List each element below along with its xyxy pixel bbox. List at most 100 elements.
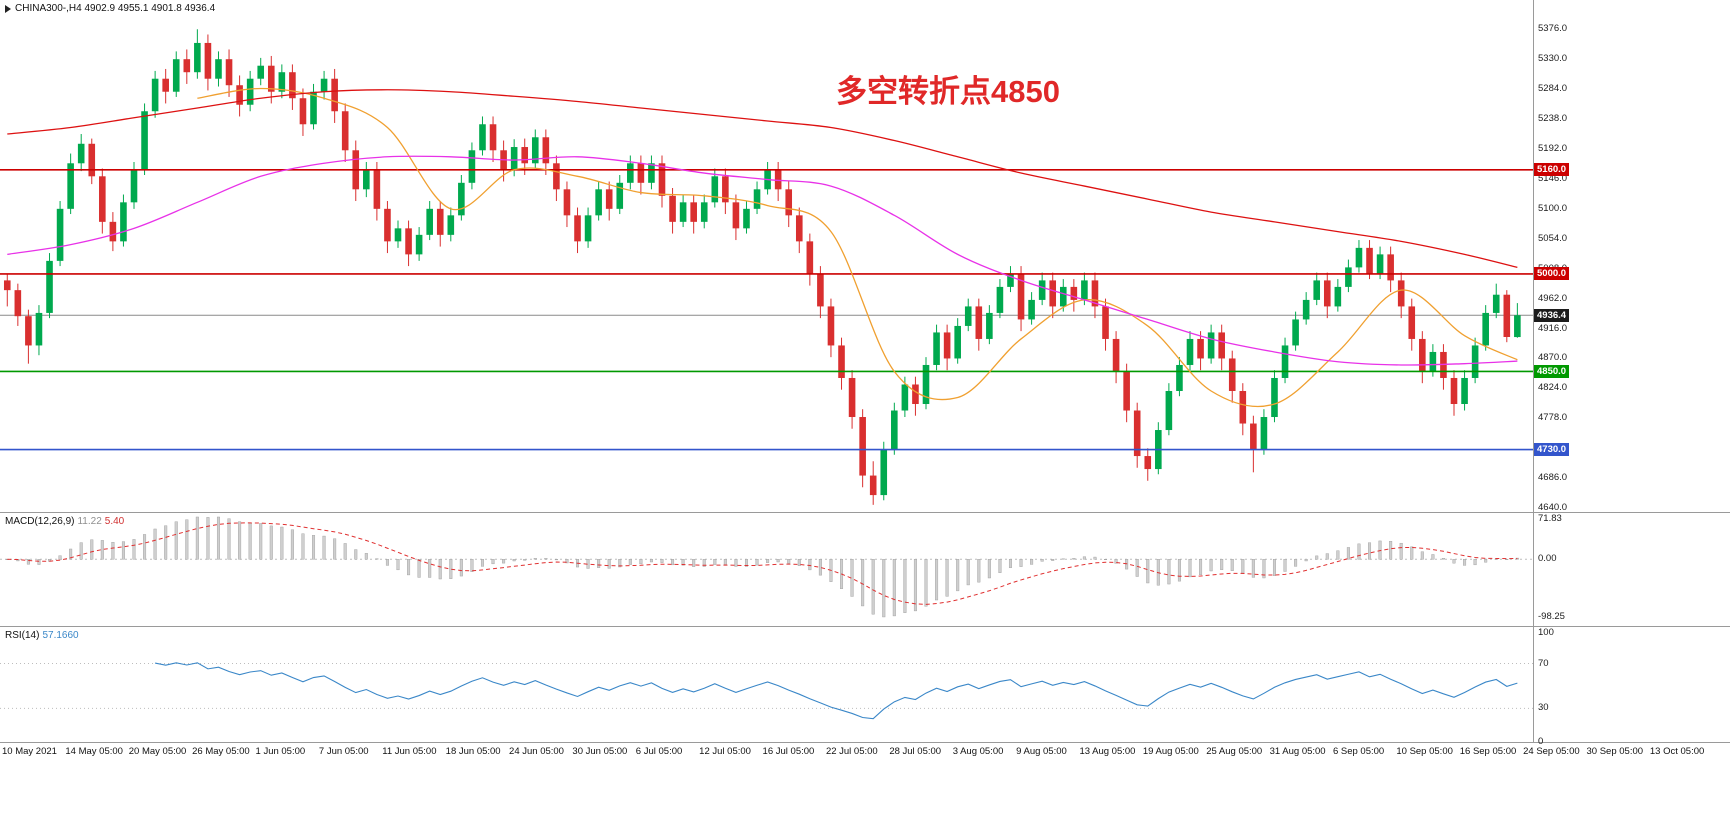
candle-body	[1313, 280, 1321, 300]
symbol-marker-icon	[5, 4, 11, 13]
candle-body	[785, 189, 793, 216]
macd-histogram-bar	[913, 559, 917, 612]
date-label: 9 Aug 05:00	[1016, 746, 1067, 757]
macd-histogram-bar	[1019, 559, 1023, 567]
candle-body	[415, 234, 423, 255]
axis-tick-label: 5284.0	[1538, 83, 1568, 95]
candle-body	[1038, 280, 1046, 300]
candle-body	[880, 449, 888, 496]
macd-histogram-bar	[998, 559, 1002, 573]
candle-body	[1492, 294, 1500, 313]
axis-tick-label: 0	[1538, 736, 1544, 747]
macd-histogram-bar	[1272, 559, 1276, 576]
candle-body	[35, 312, 43, 346]
macd-histogram-bar	[132, 539, 136, 560]
macd-value-main: 11.22	[77, 516, 102, 527]
macd-histogram-bar	[1473, 559, 1477, 566]
candle-body	[1260, 417, 1268, 450]
candle-body	[1239, 390, 1247, 424]
price-level-badge: 5160.0	[1534, 163, 1570, 177]
axis-tick-label: 5376.0	[1538, 23, 1568, 35]
macd-histogram-bar	[1082, 556, 1086, 560]
macd-histogram-bar	[1452, 559, 1456, 564]
date-label: 13 Oct 05:00	[1649, 746, 1705, 757]
macd-histogram-bar	[438, 559, 442, 580]
candle-body	[120, 202, 127, 242]
price-level-badge: 4850.0	[1534, 364, 1570, 378]
rsi-panel-chart[interactable]	[0, 626, 1730, 742]
candle-body	[25, 316, 32, 346]
candle-body	[627, 163, 634, 183]
candle-body	[151, 78, 159, 112]
macd-histogram-bar	[26, 559, 30, 565]
macd-label: MACD(12,26,9) 11.22 5.40	[5, 516, 127, 527]
macd-histogram-bar	[502, 559, 506, 564]
macd-histogram-bar	[523, 559, 527, 561]
macd-histogram-bar	[554, 559, 558, 561]
macd-histogram-bar	[470, 559, 474, 572]
macd-histogram-bar	[1431, 554, 1435, 560]
macd-histogram-bar	[1294, 559, 1298, 567]
macd-histogram-bar	[565, 559, 569, 564]
macd-histogram-bar	[195, 516, 199, 560]
candle-body	[489, 124, 497, 151]
candle-body	[1218, 332, 1225, 359]
candle-body	[722, 176, 729, 203]
macd-histogram-bar	[280, 526, 284, 560]
macd-histogram-bar	[1135, 559, 1139, 577]
panel-separator	[0, 512, 1730, 513]
macd-panel-chart[interactable]	[0, 512, 1730, 626]
candle-body	[1133, 410, 1141, 457]
macd-histogram-bar	[882, 559, 886, 618]
macd-histogram-bar	[100, 540, 104, 560]
date-label: 6 Sep 05:00	[1332, 746, 1385, 757]
ma-fast-line	[197, 87, 1518, 408]
candle-body	[162, 78, 169, 92]
candle-body	[616, 182, 624, 209]
macd-histogram-bar	[818, 559, 822, 576]
macd-histogram-bar	[639, 559, 643, 565]
candle-body	[912, 384, 919, 405]
candle-body	[975, 306, 983, 339]
candle-body	[869, 475, 877, 496]
macd-title: MACD(12,26,9)	[5, 516, 75, 527]
date-label: 16 Jul 05:00	[762, 746, 815, 757]
macd-histogram-bar	[1304, 559, 1308, 562]
macd-histogram-bar	[723, 559, 727, 565]
candle-body	[1345, 267, 1352, 287]
macd-histogram-bar	[37, 559, 41, 565]
candle-body	[838, 345, 845, 378]
macd-histogram-bar	[649, 559, 653, 563]
candle-body	[3, 280, 11, 291]
candle-body	[584, 215, 592, 242]
macd-histogram-bar	[1494, 558, 1498, 560]
macd-histogram-bar	[692, 559, 696, 567]
macd-histogram-bar	[935, 559, 939, 601]
candle-body	[341, 111, 349, 151]
macd-histogram-bar	[238, 521, 242, 560]
candle-body	[1228, 358, 1236, 391]
macd-histogram-bar	[1441, 558, 1445, 560]
candle-body	[1102, 306, 1109, 339]
candle-body	[204, 42, 212, 79]
macd-histogram-bar	[1093, 556, 1097, 560]
candle-body	[1334, 286, 1342, 307]
date-label: 10 May 2021	[2, 746, 57, 757]
macd-histogram-bar	[628, 559, 632, 565]
candle-body	[278, 72, 286, 92]
macd-histogram-bar	[1389, 541, 1393, 560]
macd-histogram-bar	[1251, 559, 1255, 578]
candle-body	[1355, 247, 1363, 268]
candle-body	[1186, 338, 1194, 365]
macd-histogram-bar	[333, 538, 337, 560]
candle-body	[711, 176, 719, 203]
macd-histogram-bar	[69, 548, 73, 560]
candle-body	[605, 189, 613, 209]
candlestick-chart[interactable]	[0, 0, 1730, 512]
macd-histogram-bar	[1199, 559, 1203, 575]
macd-histogram-bar	[153, 528, 157, 560]
macd-histogram-bar	[216, 516, 220, 560]
macd-histogram-bar	[808, 559, 812, 571]
macd-histogram-bar	[734, 559, 738, 567]
candle-body	[1176, 364, 1183, 391]
